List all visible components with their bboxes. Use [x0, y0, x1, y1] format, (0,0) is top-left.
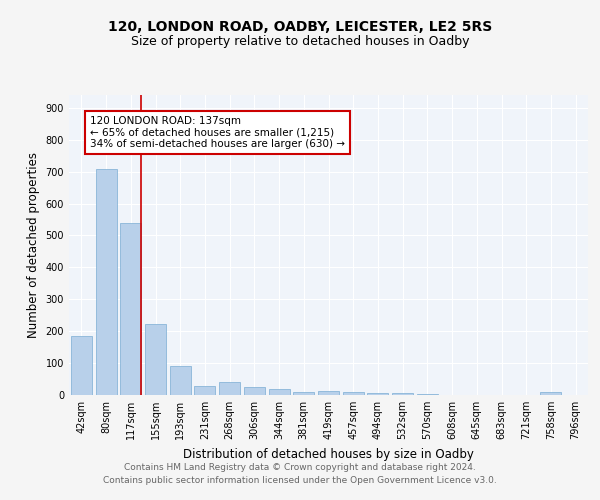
Bar: [541, 392, 562, 395]
Y-axis label: Number of detached properties: Number of detached properties: [27, 152, 40, 338]
Bar: [392, 394, 413, 395]
Bar: [269, 390, 290, 395]
Bar: [71, 336, 92, 395]
Bar: [120, 222, 141, 395]
Text: 120 LONDON ROAD: 137sqm
← 65% of detached houses are smaller (1,215)
34% of semi: 120 LONDON ROAD: 137sqm ← 65% of detache…: [90, 116, 345, 150]
Bar: [219, 382, 240, 395]
Bar: [343, 392, 364, 395]
Bar: [417, 394, 438, 395]
Bar: [145, 324, 166, 395]
X-axis label: Distribution of detached houses by size in Oadby: Distribution of detached houses by size …: [183, 448, 474, 460]
Bar: [367, 393, 388, 395]
Bar: [95, 170, 116, 395]
Text: Size of property relative to detached houses in Oadby: Size of property relative to detached ho…: [131, 35, 469, 48]
Bar: [170, 366, 191, 395]
Text: Contains HM Land Registry data © Crown copyright and database right 2024.
Contai: Contains HM Land Registry data © Crown c…: [103, 464, 497, 485]
Bar: [293, 392, 314, 395]
Bar: [244, 387, 265, 395]
Bar: [318, 391, 339, 395]
Bar: [194, 386, 215, 395]
Text: 120, LONDON ROAD, OADBY, LEICESTER, LE2 5RS: 120, LONDON ROAD, OADBY, LEICESTER, LE2 …: [108, 20, 492, 34]
